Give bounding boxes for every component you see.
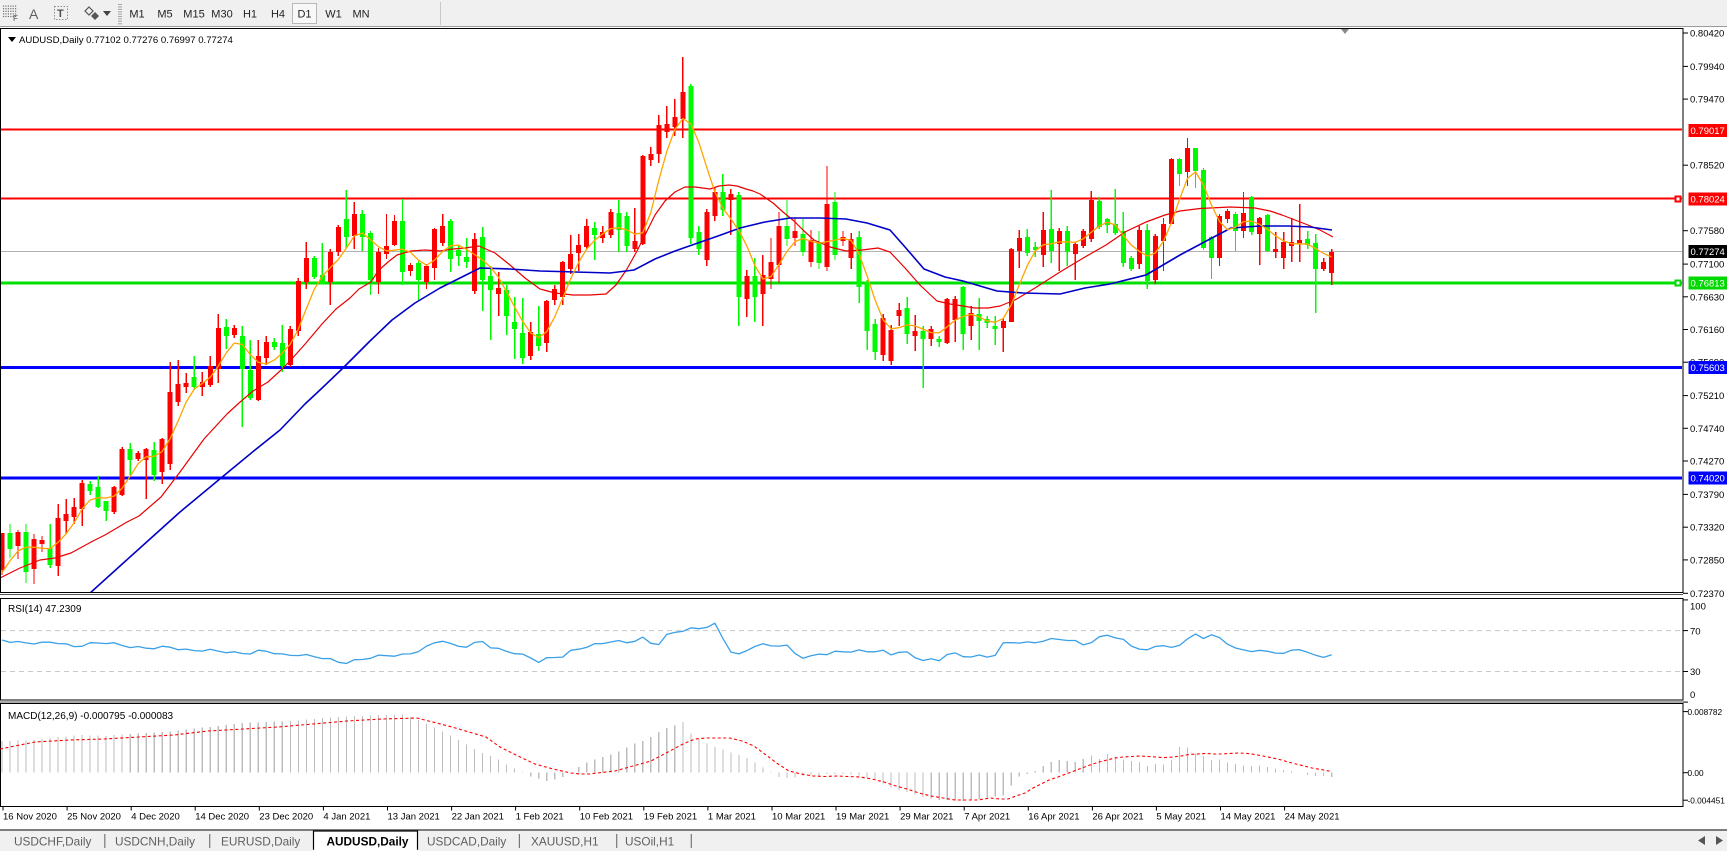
svg-text:10 Feb 2021: 10 Feb 2021 xyxy=(580,812,633,823)
svg-text:RSI(14) 47.2309: RSI(14) 47.2309 xyxy=(8,604,82,615)
svg-text:AUDUSD,Daily 0.77102 0.77276: AUDUSD,Daily 0.77102 0.77276 0.76997 0.7… xyxy=(19,35,234,46)
svg-text:13 Jan 2021: 13 Jan 2021 xyxy=(388,812,440,823)
svg-text:0.75603: 0.75603 xyxy=(1691,363,1725,374)
svg-text:USDCHF,Daily: USDCHF,Daily xyxy=(14,835,91,849)
svg-text:1 Feb 2021: 1 Feb 2021 xyxy=(516,812,564,823)
svg-text:4 Jan 2021: 4 Jan 2021 xyxy=(323,812,370,823)
svg-text:M5: M5 xyxy=(157,9,172,21)
svg-text:0.76630: 0.76630 xyxy=(1690,292,1724,303)
svg-text:D1: D1 xyxy=(297,9,311,21)
svg-text:5 May 2021: 5 May 2021 xyxy=(1156,812,1206,823)
svg-text:0.78024: 0.78024 xyxy=(1691,195,1725,206)
svg-text:0.72850: 0.72850 xyxy=(1690,555,1724,566)
svg-text:0.008782: 0.008782 xyxy=(1688,707,1723,717)
svg-text:0.77100: 0.77100 xyxy=(1690,260,1724,271)
svg-text:0.76813: 0.76813 xyxy=(1691,279,1725,290)
svg-text:XAUUSD,H1: XAUUSD,H1 xyxy=(531,835,599,849)
svg-text:0.74020: 0.74020 xyxy=(1691,474,1725,485)
svg-text:-0.004451: -0.004451 xyxy=(1688,795,1726,805)
svg-text:29 Mar 2021: 29 Mar 2021 xyxy=(900,812,953,823)
svg-text:19 Mar 2021: 19 Mar 2021 xyxy=(836,812,889,823)
svg-text:0.79470: 0.79470 xyxy=(1690,95,1724,106)
svg-text:0.80420: 0.80420 xyxy=(1690,29,1724,40)
svg-text:30: 30 xyxy=(1690,667,1701,678)
svg-text:0.72370: 0.72370 xyxy=(1690,589,1724,600)
svg-text:M15: M15 xyxy=(183,9,204,21)
svg-text:0.76160: 0.76160 xyxy=(1690,325,1724,336)
svg-text:USDCAD,Daily: USDCAD,Daily xyxy=(427,835,506,849)
svg-text:22 Jan 2021: 22 Jan 2021 xyxy=(452,812,504,823)
svg-text:0.79017: 0.79017 xyxy=(1691,126,1725,137)
svg-text:0.73320: 0.73320 xyxy=(1690,523,1724,534)
svg-text:16 Apr 2021: 16 Apr 2021 xyxy=(1028,812,1079,823)
svg-text:70: 70 xyxy=(1690,626,1701,637)
svg-text:0.75210: 0.75210 xyxy=(1690,391,1724,402)
svg-text:T: T xyxy=(57,8,64,20)
svg-text:24 May 2021: 24 May 2021 xyxy=(1285,812,1340,823)
svg-text:14 Dec 2020: 14 Dec 2020 xyxy=(195,812,249,823)
svg-text:26 Apr 2021: 26 Apr 2021 xyxy=(1092,812,1143,823)
svg-text:EURUSD,Daily: EURUSD,Daily xyxy=(221,835,300,849)
svg-text:0.79940: 0.79940 xyxy=(1690,62,1724,73)
svg-text:USDCNH,Daily: USDCNH,Daily xyxy=(115,835,195,849)
svg-text:W1: W1 xyxy=(325,9,342,21)
svg-text:14 May 2021: 14 May 2021 xyxy=(1221,812,1276,823)
svg-text:16 Nov 2020: 16 Nov 2020 xyxy=(3,812,57,823)
svg-text:0.78520: 0.78520 xyxy=(1690,161,1724,172)
svg-text:MACD(12,26,9) -0.000795 -0.000: MACD(12,26,9) -0.000795 -0.000083 xyxy=(8,711,174,722)
svg-text:1 Mar 2021: 1 Mar 2021 xyxy=(708,812,756,823)
svg-text:MN: MN xyxy=(352,9,369,21)
svg-text:H1: H1 xyxy=(243,9,257,21)
svg-text:F: F xyxy=(13,14,18,23)
svg-text:H4: H4 xyxy=(271,9,285,21)
svg-text:0.73790: 0.73790 xyxy=(1690,490,1724,501)
svg-text:19 Feb 2021: 19 Feb 2021 xyxy=(644,812,697,823)
svg-text:0.74740: 0.74740 xyxy=(1690,424,1724,435)
svg-text:M1: M1 xyxy=(129,9,144,21)
svg-text:0.77274: 0.77274 xyxy=(1691,247,1725,258)
svg-text:10 Mar 2021: 10 Mar 2021 xyxy=(772,812,825,823)
svg-text:0: 0 xyxy=(1690,690,1695,701)
svg-text:0.74270: 0.74270 xyxy=(1690,457,1724,468)
svg-text:100: 100 xyxy=(1690,601,1706,612)
svg-text:M30: M30 xyxy=(211,9,232,21)
svg-text:A: A xyxy=(29,6,39,22)
svg-text:7 Apr 2021: 7 Apr 2021 xyxy=(964,812,1010,823)
svg-text:0.00: 0.00 xyxy=(1688,768,1705,778)
svg-text:4 Dec 2020: 4 Dec 2020 xyxy=(131,812,180,823)
svg-text:0.77580: 0.77580 xyxy=(1690,226,1724,237)
svg-text:23 Dec 2020: 23 Dec 2020 xyxy=(259,812,313,823)
svg-text:USOil,H1: USOil,H1 xyxy=(625,835,674,849)
svg-text:25 Nov 2020: 25 Nov 2020 xyxy=(67,812,121,823)
svg-text:AUDUSD,Daily: AUDUSD,Daily xyxy=(327,835,409,849)
